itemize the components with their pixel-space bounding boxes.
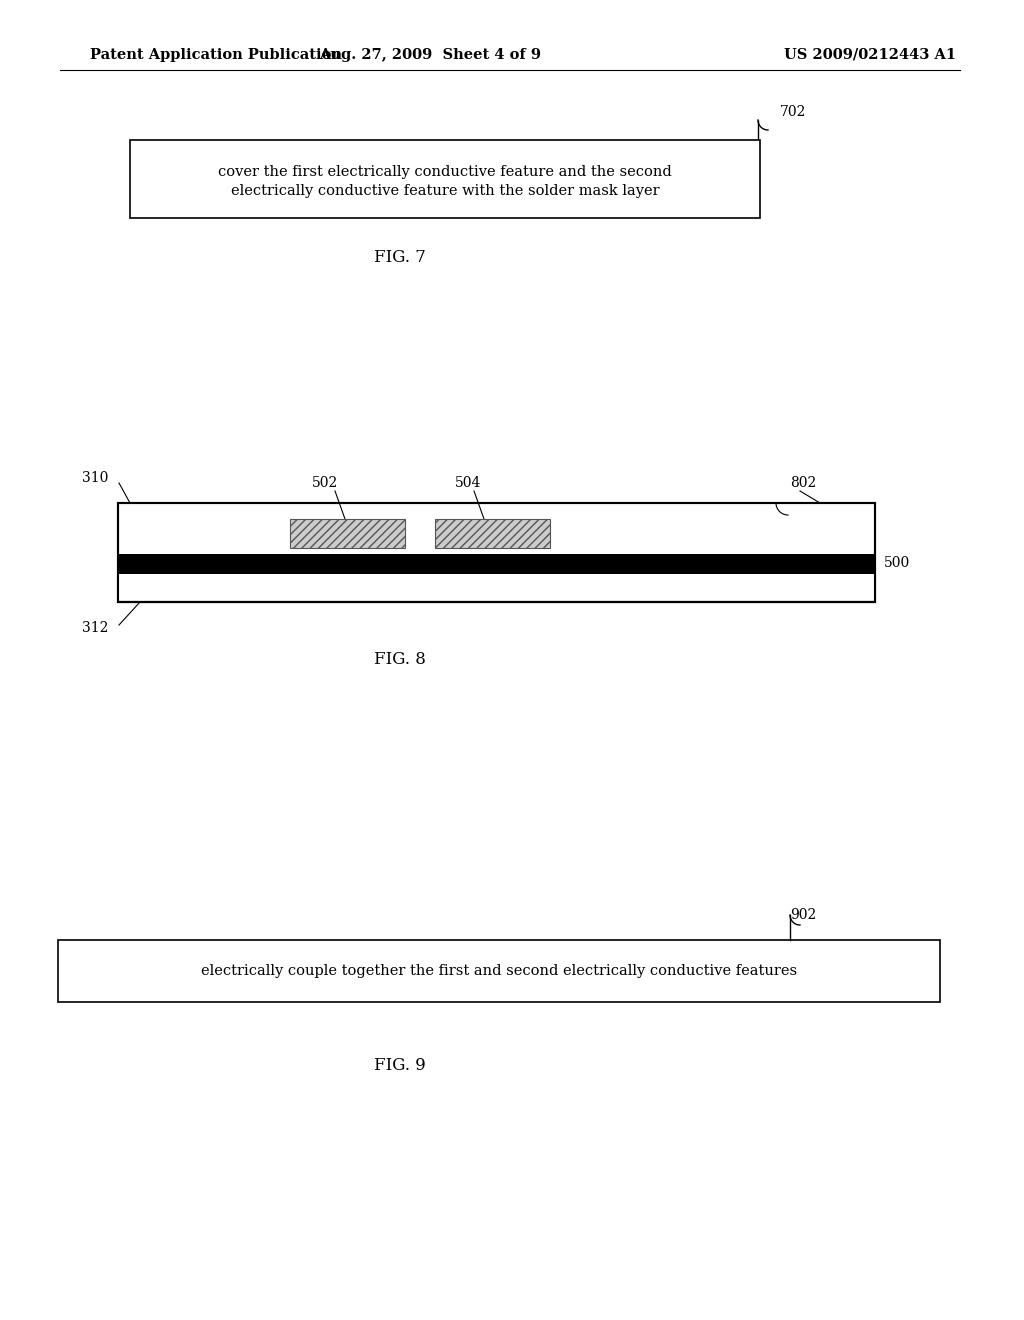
Text: 902: 902 — [790, 908, 816, 921]
Text: cover the first electrically conductive feature and the second: cover the first electrically conductive … — [218, 165, 672, 180]
Text: FIG. 9: FIG. 9 — [374, 1056, 426, 1073]
Bar — [118, 503, 874, 602]
Text: Patent Application Publication: Patent Application Publication — [90, 48, 342, 62]
Bar — [118, 554, 874, 574]
Text: 500: 500 — [884, 556, 910, 570]
Text: FIG. 7: FIG. 7 — [374, 249, 426, 267]
Bar — [130, 140, 760, 218]
Text: 702: 702 — [780, 106, 806, 119]
Text: electrically couple together the first and second electrically conductive featur: electrically couple together the first a… — [201, 964, 797, 978]
Text: 504: 504 — [455, 477, 481, 490]
Text: 312: 312 — [82, 620, 108, 635]
Bar — [118, 574, 874, 601]
Bar — [290, 519, 406, 548]
Text: 310: 310 — [82, 471, 108, 484]
Bar — [58, 940, 940, 1002]
Text: 802: 802 — [790, 477, 816, 490]
Text: Aug. 27, 2009  Sheet 4 of 9: Aug. 27, 2009 Sheet 4 of 9 — [319, 48, 541, 62]
Text: electrically conductive feature with the solder mask layer: electrically conductive feature with the… — [230, 183, 659, 198]
Bar — [435, 519, 550, 548]
Text: FIG. 8: FIG. 8 — [374, 652, 426, 668]
Text: 502: 502 — [312, 477, 338, 490]
Text: US 2009/0212443 A1: US 2009/0212443 A1 — [784, 48, 956, 62]
Bar — [118, 503, 874, 602]
